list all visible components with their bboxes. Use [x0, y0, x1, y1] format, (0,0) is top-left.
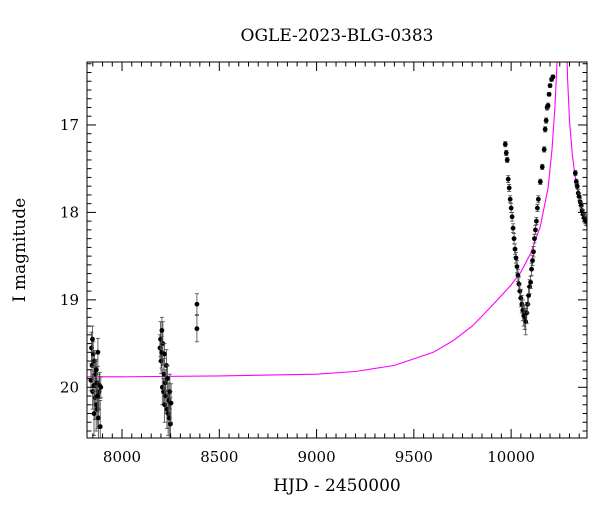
x-tick-label: 8500: [200, 448, 238, 466]
y-axis-label: I magnitude: [10, 198, 30, 302]
data-point: [163, 393, 169, 399]
data-point: [505, 176, 511, 182]
data-point: [530, 258, 535, 263]
data-point: [98, 384, 104, 390]
data-point: [533, 227, 538, 233]
plot-frame: [86, 61, 588, 439]
y-tick-label: 19: [60, 291, 79, 309]
data-point: [503, 150, 509, 156]
data-point: [162, 402, 168, 408]
data-point: [513, 255, 519, 261]
data-point: [95, 393, 100, 399]
data-point: [159, 328, 165, 333]
data-point: [510, 225, 516, 231]
data-point: [547, 83, 553, 89]
data-point: [168, 421, 173, 427]
y-tick-label: 18: [60, 203, 79, 221]
x-axis-label: HJD - 2450000: [273, 476, 401, 496]
data-point: [512, 246, 518, 252]
data-point: [534, 205, 540, 211]
data-point: [91, 411, 97, 416]
data-point: [528, 279, 533, 285]
data-point: [162, 351, 167, 357]
data-point: [162, 380, 168, 386]
data-point: [542, 126, 548, 132]
data-point: [573, 179, 579, 185]
data-point: [514, 264, 520, 270]
data-point: [531, 249, 536, 255]
data-point: [96, 415, 101, 421]
data-point: [165, 411, 171, 416]
data-point: [502, 141, 508, 147]
data-point: [93, 367, 99, 373]
y-tick-label: 20: [60, 378, 79, 396]
data-point: [545, 103, 551, 109]
data-point: [194, 301, 200, 307]
data-point: [168, 400, 174, 406]
data-point: [546, 91, 552, 97]
data-point: [532, 236, 537, 242]
data-point: [97, 424, 103, 430]
data-point: [95, 349, 101, 355]
data-point: [526, 293, 532, 298]
model-curve: [87, 62, 587, 378]
data-point: [165, 376, 170, 381]
data-point: [88, 377, 94, 383]
data-point: [90, 336, 95, 342]
data-point: [161, 371, 167, 377]
y-tick-label: 17: [60, 116, 79, 134]
data-point: [541, 147, 547, 152]
data-point: [506, 185, 512, 191]
data-point: [535, 196, 541, 202]
data-point: [194, 326, 200, 332]
data-point: [508, 205, 514, 211]
x-tick-label: 10000: [487, 448, 535, 466]
axis-ticks: 8000 8500 9000 9500 10000 17 18 19 20: [60, 62, 587, 466]
data-point: [511, 236, 517, 242]
x-tick-label: 9000: [297, 448, 335, 466]
plot-area: [87, 62, 587, 438]
data-point: [515, 272, 521, 278]
chart-title: OGLE-2023-BLG-0383: [241, 26, 434, 46]
data-point: [576, 194, 582, 200]
data-point: [507, 196, 513, 202]
data-point: [158, 358, 164, 364]
data-point: [537, 179, 543, 185]
x-tick-label: 8000: [103, 448, 141, 466]
data-point: [504, 157, 510, 163]
x-tick-label: 9500: [395, 448, 433, 466]
data-point: [534, 218, 539, 224]
data-point: [574, 183, 580, 189]
data-point: [550, 74, 556, 80]
data-point: [509, 214, 515, 220]
data-point: [529, 266, 534, 272]
data-point: [167, 389, 173, 395]
data-point: [543, 118, 549, 123]
data-point: [539, 164, 545, 170]
data-point: [572, 170, 578, 176]
